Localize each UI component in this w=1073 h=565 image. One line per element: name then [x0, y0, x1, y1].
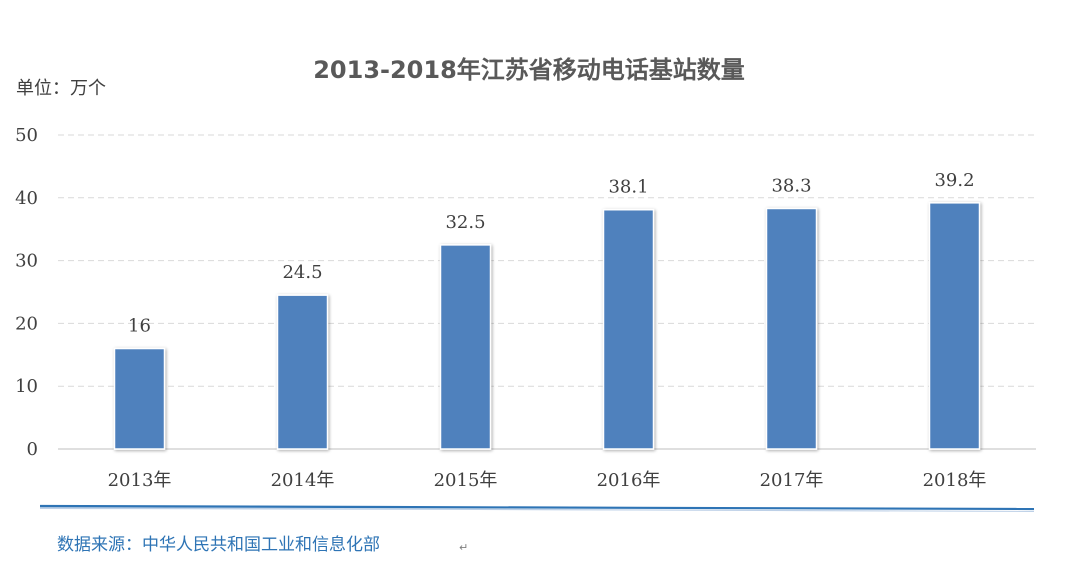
x-category-label: 2017年	[760, 470, 824, 491]
bar	[602, 208, 655, 450]
bar-value-label: 32.5	[445, 212, 485, 233]
y-tick-label: 50	[15, 125, 38, 146]
source-section: 数据来源：中华人民共和国工业和信息化部 ↵	[39, 504, 1035, 555]
x-category-label: 2014年	[271, 470, 335, 491]
x-category-label: 2013年	[108, 470, 172, 491]
y-axis-ticks: 0 10 20 30 40 50	[15, 125, 38, 460]
chart-title: 2013-2018年江苏省移动电话基站数量	[313, 56, 745, 84]
x-axis-categories: 2013年 2014年 2015年 2016年 2017年 2018年	[108, 470, 987, 491]
bar	[439, 244, 492, 450]
y-tick-label: 10	[15, 376, 38, 397]
y-tick-label: 0	[27, 439, 38, 460]
x-category-label: 2016年	[597, 470, 661, 491]
bar-value-label: 38.3	[771, 175, 811, 196]
paragraph-return-mark: ↵	[459, 541, 468, 554]
bar	[765, 207, 818, 450]
gridlines	[58, 134, 1036, 450]
bar-value-label: 39.2	[934, 170, 974, 191]
y-tick-label: 30	[15, 251, 38, 272]
bar-value-label: 24.5	[282, 262, 322, 283]
source-divider	[39, 504, 1035, 512]
bar	[928, 202, 981, 450]
bars	[113, 202, 981, 450]
y-axis-unit-label: 单位：万个	[16, 78, 106, 99]
x-category-label: 2015年	[434, 470, 498, 491]
bar	[276, 294, 329, 450]
bar	[113, 347, 166, 450]
bar-value-label: 16	[128, 316, 151, 337]
y-tick-label: 20	[15, 313, 38, 334]
y-tick-label: 40	[15, 188, 38, 209]
source-text: 数据来源：中华人民共和国工业和信息化部	[57, 535, 380, 555]
data-labels: 16 24.5 32.5 38.1 38.3 39.2	[128, 170, 974, 337]
bar-value-label: 38.1	[608, 177, 648, 198]
x-category-label: 2018年	[923, 470, 987, 491]
